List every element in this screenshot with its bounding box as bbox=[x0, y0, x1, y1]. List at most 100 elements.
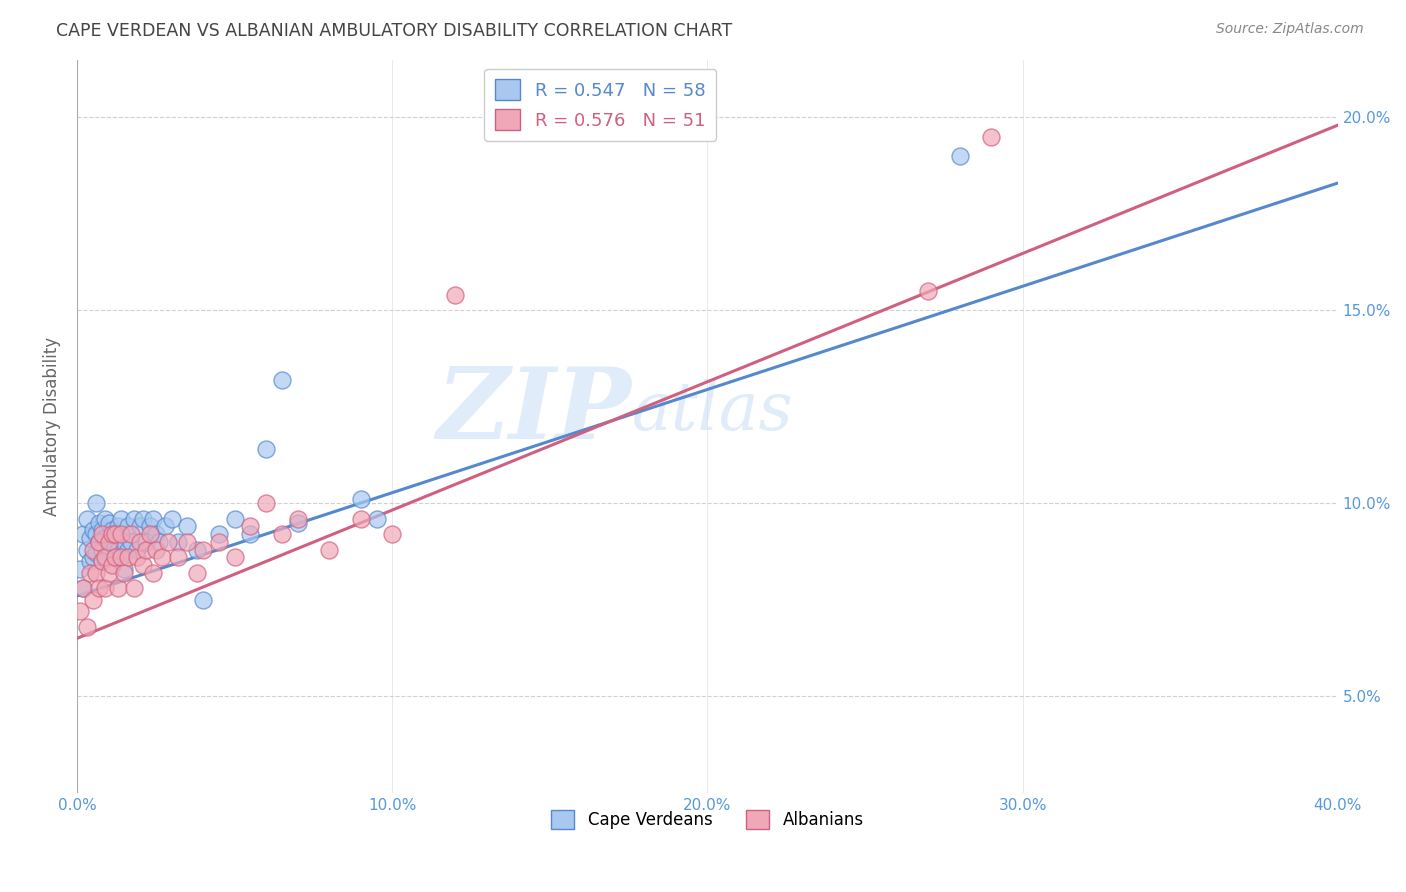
Text: ZIP: ZIP bbox=[437, 363, 631, 459]
Point bbox=[208, 527, 231, 541]
Point bbox=[125, 542, 148, 557]
Point bbox=[138, 527, 160, 541]
Point bbox=[76, 512, 98, 526]
Point bbox=[100, 524, 122, 538]
Point bbox=[84, 496, 107, 510]
Point bbox=[82, 592, 104, 607]
Point bbox=[148, 534, 170, 549]
Y-axis label: Ambulatory Disability: Ambulatory Disability bbox=[44, 336, 60, 516]
Point bbox=[112, 566, 135, 580]
Point bbox=[122, 581, 145, 595]
Point bbox=[79, 531, 101, 545]
Point bbox=[208, 534, 231, 549]
Point bbox=[917, 284, 939, 298]
Point bbox=[271, 373, 294, 387]
Point bbox=[107, 542, 129, 557]
Point bbox=[132, 558, 155, 572]
Point bbox=[160, 512, 183, 526]
Point bbox=[176, 534, 198, 549]
Point bbox=[287, 512, 309, 526]
Point bbox=[191, 592, 214, 607]
Point bbox=[100, 558, 122, 572]
Point bbox=[100, 527, 122, 541]
Point bbox=[157, 534, 180, 549]
Point bbox=[120, 527, 142, 541]
Text: Source: ZipAtlas.com: Source: ZipAtlas.com bbox=[1216, 22, 1364, 37]
Point bbox=[129, 534, 152, 549]
Legend: Cape Verdeans, Albanians: Cape Verdeans, Albanians bbox=[544, 803, 870, 836]
Point bbox=[191, 542, 214, 557]
Point bbox=[117, 550, 139, 565]
Point bbox=[135, 542, 157, 557]
Point bbox=[110, 550, 132, 565]
Point bbox=[444, 288, 467, 302]
Point bbox=[91, 554, 114, 568]
Point bbox=[132, 512, 155, 526]
Point bbox=[84, 527, 107, 541]
Point bbox=[72, 527, 94, 541]
Point bbox=[117, 542, 139, 557]
Point bbox=[186, 542, 208, 557]
Point bbox=[381, 527, 404, 541]
Point bbox=[89, 534, 111, 549]
Point bbox=[224, 512, 246, 526]
Point bbox=[110, 531, 132, 545]
Point bbox=[104, 527, 127, 541]
Point bbox=[82, 542, 104, 557]
Point bbox=[129, 519, 152, 533]
Point bbox=[100, 534, 122, 549]
Point bbox=[72, 581, 94, 595]
Point bbox=[135, 534, 157, 549]
Point bbox=[89, 516, 111, 530]
Point bbox=[125, 550, 148, 565]
Point bbox=[82, 550, 104, 565]
Point bbox=[254, 442, 277, 457]
Point bbox=[239, 519, 262, 533]
Point bbox=[76, 542, 98, 557]
Point bbox=[79, 566, 101, 580]
Point bbox=[69, 604, 91, 618]
Point bbox=[138, 519, 160, 533]
Point bbox=[76, 620, 98, 634]
Point bbox=[186, 566, 208, 580]
Point bbox=[150, 550, 173, 565]
Point bbox=[224, 550, 246, 565]
Point bbox=[97, 516, 120, 530]
Point bbox=[254, 496, 277, 510]
Point bbox=[948, 149, 970, 163]
Point bbox=[91, 524, 114, 538]
Point bbox=[84, 546, 107, 560]
Point bbox=[287, 516, 309, 530]
Point bbox=[145, 527, 167, 541]
Point bbox=[94, 550, 117, 565]
Point bbox=[110, 527, 132, 541]
Point bbox=[79, 554, 101, 568]
Point bbox=[366, 512, 388, 526]
Point bbox=[142, 566, 165, 580]
Point bbox=[94, 512, 117, 526]
Point bbox=[69, 562, 91, 576]
Point bbox=[97, 542, 120, 557]
Point bbox=[350, 492, 373, 507]
Point bbox=[110, 512, 132, 526]
Point bbox=[112, 562, 135, 576]
Point bbox=[91, 527, 114, 541]
Point bbox=[104, 550, 127, 565]
Point bbox=[89, 534, 111, 549]
Point bbox=[97, 566, 120, 580]
Point bbox=[82, 524, 104, 538]
Point bbox=[104, 550, 127, 565]
Point bbox=[112, 534, 135, 549]
Point bbox=[104, 527, 127, 541]
Point bbox=[72, 581, 94, 595]
Point bbox=[94, 531, 117, 545]
Point bbox=[84, 566, 107, 580]
Point bbox=[167, 550, 190, 565]
Point bbox=[91, 554, 114, 568]
Point bbox=[176, 519, 198, 533]
Point bbox=[239, 527, 262, 541]
Point bbox=[350, 512, 373, 526]
Text: CAPE VERDEAN VS ALBANIAN AMBULATORY DISABILITY CORRELATION CHART: CAPE VERDEAN VS ALBANIAN AMBULATORY DISA… bbox=[56, 22, 733, 40]
Point bbox=[145, 542, 167, 557]
Point bbox=[122, 512, 145, 526]
